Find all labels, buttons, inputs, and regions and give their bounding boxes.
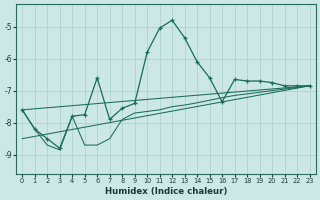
X-axis label: Humidex (Indice chaleur): Humidex (Indice chaleur) bbox=[105, 187, 227, 196]
